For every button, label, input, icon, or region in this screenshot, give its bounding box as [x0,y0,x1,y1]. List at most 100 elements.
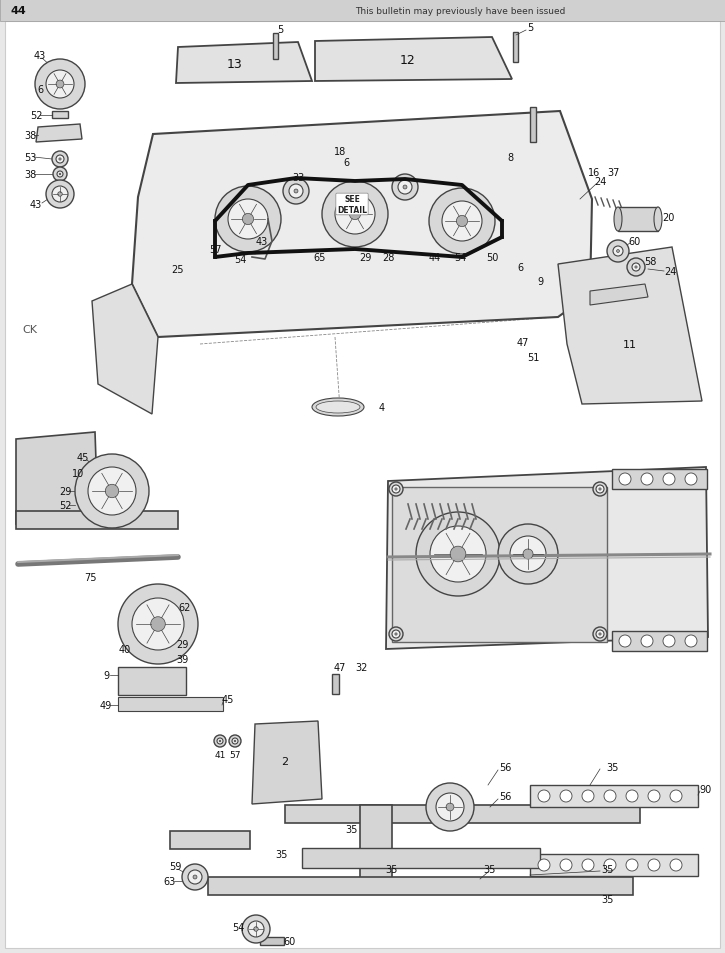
Circle shape [416,513,500,597]
Text: 50: 50 [486,253,498,263]
Circle shape [560,859,572,871]
Circle shape [663,636,675,647]
Text: 12: 12 [400,53,416,67]
Circle shape [46,181,74,209]
Text: 29: 29 [175,639,188,649]
Circle shape [217,739,223,744]
Circle shape [105,485,119,498]
Text: 62: 62 [179,602,191,613]
Text: 39: 39 [176,655,188,664]
Polygon shape [558,248,702,405]
Text: 54: 54 [454,253,466,263]
Text: 35: 35 [386,864,398,874]
Text: 54: 54 [233,254,247,265]
Circle shape [214,735,226,747]
Text: 45: 45 [222,695,234,704]
Text: 38: 38 [24,131,36,141]
Circle shape [234,740,236,742]
Text: 43: 43 [34,51,46,61]
Bar [208,877,633,895]
Polygon shape [252,721,322,804]
Text: 44: 44 [10,6,26,16]
Circle shape [648,790,660,802]
Text: 90: 90 [700,784,712,794]
Bar [392,488,607,642]
Circle shape [670,859,682,871]
Text: 37: 37 [608,168,620,178]
Circle shape [599,488,601,491]
Bar [260,937,284,945]
Circle shape [53,168,67,182]
Circle shape [349,209,360,220]
Circle shape [389,627,403,641]
Ellipse shape [316,401,360,414]
Circle shape [613,247,623,256]
Circle shape [619,474,631,485]
Circle shape [392,630,400,639]
Circle shape [641,636,653,647]
Polygon shape [386,468,708,649]
Circle shape [35,60,85,110]
Bar [332,675,339,695]
Circle shape [632,264,640,272]
Bar [273,34,278,60]
Circle shape [322,182,388,248]
Circle shape [219,740,221,742]
Circle shape [560,790,572,802]
Circle shape [523,549,533,559]
Circle shape [582,790,594,802]
Polygon shape [36,125,82,143]
Bar [530,108,536,143]
Circle shape [58,193,62,197]
Text: 65: 65 [314,253,326,263]
Circle shape [403,186,407,190]
Text: 35: 35 [484,864,496,874]
Circle shape [430,526,486,582]
Text: 44: 44 [429,253,441,263]
Text: 56: 56 [499,762,511,772]
Circle shape [685,474,697,485]
Circle shape [450,547,466,562]
Circle shape [242,915,270,943]
Circle shape [59,159,61,161]
Circle shape [395,633,397,636]
Bar [285,805,640,823]
Bar [612,631,707,651]
Text: 40: 40 [119,644,131,655]
Text: 10: 10 [72,469,84,478]
Circle shape [596,630,604,639]
Text: 33: 33 [292,172,304,183]
Text: 59: 59 [169,862,181,871]
Ellipse shape [312,398,364,416]
Text: 47: 47 [517,337,529,348]
Text: 57: 57 [209,245,221,254]
Text: 53: 53 [24,152,36,163]
Text: 43: 43 [256,236,268,247]
Text: 60: 60 [284,936,296,946]
Circle shape [229,735,241,747]
Text: 35: 35 [607,762,619,772]
Circle shape [248,921,264,937]
Ellipse shape [654,208,662,232]
Circle shape [52,152,68,168]
Circle shape [626,790,638,802]
Text: 16: 16 [588,168,600,178]
Text: 51: 51 [527,353,539,363]
Ellipse shape [614,208,622,232]
Text: 47: 47 [334,662,346,672]
Circle shape [582,859,594,871]
Bar [530,854,698,876]
Circle shape [457,216,468,228]
Circle shape [392,174,418,201]
Text: 32: 32 [356,662,368,672]
Text: 18: 18 [334,147,346,157]
Bar [0,0,725,22]
Text: 6: 6 [37,85,43,95]
Circle shape [52,187,68,203]
Circle shape [663,474,675,485]
Circle shape [616,251,619,253]
Circle shape [242,214,254,225]
Circle shape [593,627,607,641]
Bar [302,848,540,868]
Circle shape [599,633,601,636]
